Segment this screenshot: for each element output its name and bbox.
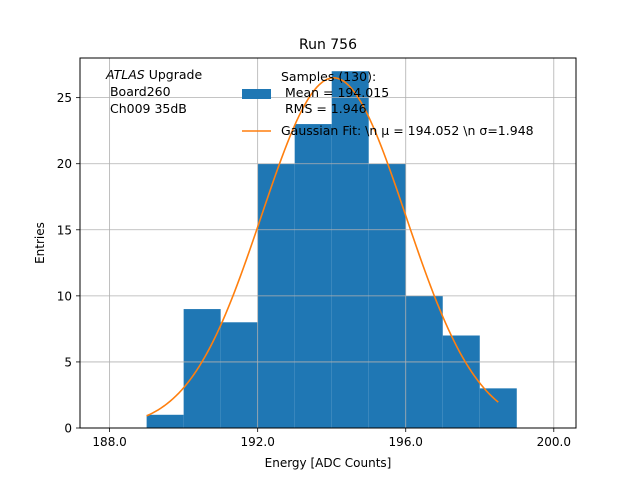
y-tick-label-5: 25 <box>57 91 72 105</box>
hist-bar-2 <box>220 322 258 428</box>
hist-bar-9 <box>479 388 517 428</box>
atlas-annotation: ATLAS Upgrade Board260 Ch009 35dB <box>105 67 202 116</box>
legend-fit-label: Gaussian Fit: \n μ = 194.052 \n σ=1.948 <box>281 123 534 138</box>
chart-title: Run 756 <box>299 37 357 53</box>
x-tick-label-0: 188.0 <box>92 435 126 449</box>
gaussian-fit-curve <box>146 77 499 417</box>
x-tick-label-2: 196.0 <box>389 435 423 449</box>
legend: Samples (130): Mean = 194.015 RMS = 1.94… <box>242 69 534 138</box>
annotation-line-2: Board260 <box>106 84 171 99</box>
legend-hist-line-3: RMS = 1.946 <box>281 101 367 116</box>
hist-bar-5 <box>331 71 369 428</box>
x-tick-label-1: 192.0 <box>240 435 274 449</box>
hist-bar-4 <box>294 124 332 429</box>
annotation-line-3: Ch009 35dB <box>106 101 187 116</box>
x-axis-label: Energy [ADC Counts] <box>265 456 392 470</box>
annotation-atlas-italic: ATLAS <box>105 67 145 82</box>
y-tick-label-4: 20 <box>57 157 72 171</box>
legend-hist-line-2: Mean = 194.015 <box>281 85 389 100</box>
hist-bar-8 <box>442 335 480 428</box>
plot-frame <box>79 57 577 429</box>
annotation-line-1: ATLAS Upgrade <box>105 67 202 82</box>
annotation-upgrade: Upgrade <box>145 67 203 82</box>
hist-bar-0 <box>146 414 184 428</box>
legend-hist-swatch <box>242 89 271 99</box>
y-tick-label-1: 5 <box>64 355 72 369</box>
y-tick-label-3: 15 <box>57 223 72 237</box>
y-tick-label-2: 10 <box>57 289 72 303</box>
legend-hist-line-1: Samples (130): <box>281 69 376 84</box>
y-tick-label-0: 0 <box>64 422 72 436</box>
x-tick-label-3: 200.0 <box>537 435 571 449</box>
axis-ticks: 188.0 192.0 196.0 200.0 0 5 10 15 20 25 <box>57 91 571 449</box>
hist-bar-1 <box>183 309 221 428</box>
y-axis-label: Entries <box>33 222 47 264</box>
